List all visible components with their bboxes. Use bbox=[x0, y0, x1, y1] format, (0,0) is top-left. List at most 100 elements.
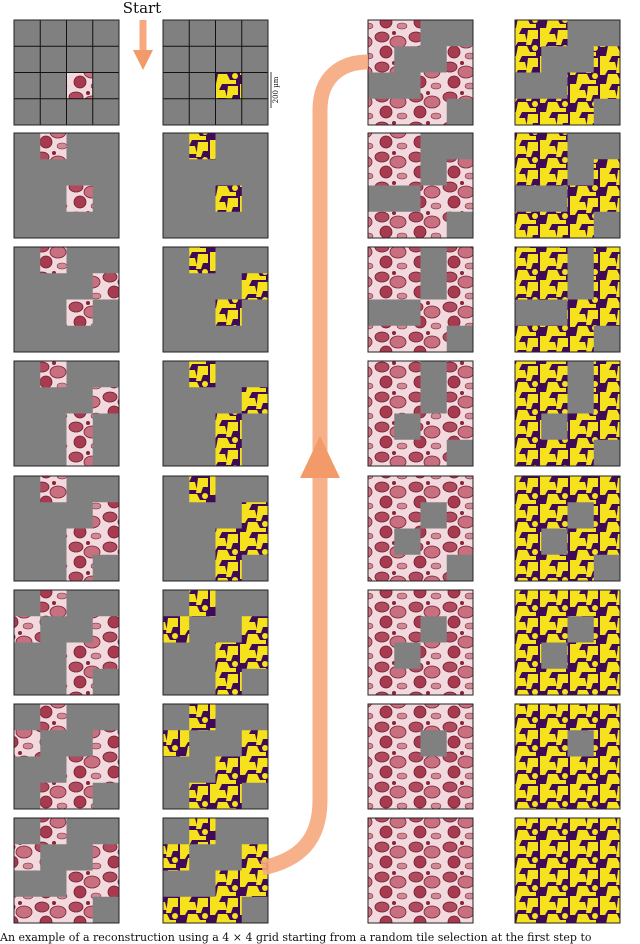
panel bbox=[367, 360, 474, 467]
hidden-tile bbox=[92, 782, 120, 810]
hidden-tile bbox=[241, 413, 269, 441]
hidden-tile bbox=[189, 844, 216, 871]
panel-border bbox=[13, 360, 120, 467]
revealed-tile bbox=[515, 476, 542, 503]
revealed-tile bbox=[567, 439, 595, 467]
hidden-tile bbox=[446, 439, 474, 467]
hidden-tile bbox=[541, 528, 568, 556]
hidden-tile bbox=[189, 273, 216, 300]
hidden-tile bbox=[567, 46, 595, 73]
revealed-tile bbox=[189, 896, 216, 924]
revealed-tile bbox=[241, 616, 269, 643]
hidden-tile bbox=[241, 818, 269, 845]
hidden-tile bbox=[40, 387, 67, 414]
revealed-tile bbox=[189, 704, 216, 731]
hidden-tile bbox=[163, 704, 190, 731]
revealed-tile bbox=[515, 439, 542, 467]
hidden-tile bbox=[40, 211, 67, 239]
hidden-tile bbox=[420, 387, 448, 414]
hidden-tile bbox=[189, 528, 216, 556]
hidden-tile bbox=[92, 159, 120, 186]
hidden-tile bbox=[40, 185, 67, 213]
revealed-tile bbox=[446, 413, 474, 441]
hidden-tile bbox=[189, 668, 216, 696]
revealed-tile bbox=[215, 299, 243, 327]
hidden-tile bbox=[14, 325, 41, 353]
revealed-tile bbox=[394, 98, 421, 126]
hidden-tile bbox=[163, 642, 190, 670]
revealed-tile bbox=[446, 590, 474, 617]
hidden-tile bbox=[66, 325, 94, 353]
hidden-tile bbox=[163, 299, 190, 327]
revealed-tile bbox=[541, 476, 568, 503]
revealed-tile bbox=[241, 502, 269, 529]
revealed-tile bbox=[446, 528, 474, 556]
revealed-tile bbox=[593, 361, 621, 388]
hidden-tile bbox=[593, 325, 621, 353]
revealed-tile bbox=[368, 211, 395, 239]
revealed-tile bbox=[567, 818, 595, 845]
revealed-tile bbox=[593, 46, 621, 73]
hidden-tile bbox=[40, 439, 67, 467]
revealed-tile bbox=[541, 870, 568, 898]
revealed-tile bbox=[241, 387, 269, 414]
revealed-tile bbox=[593, 704, 621, 731]
hidden-tile bbox=[92, 325, 120, 353]
revealed-tile bbox=[515, 46, 542, 73]
revealed-tile bbox=[394, 476, 421, 503]
revealed-tile bbox=[394, 704, 421, 731]
hidden-tile bbox=[40, 616, 67, 643]
panel-border bbox=[13, 703, 120, 810]
hidden-tile bbox=[14, 413, 41, 441]
hidden-tile bbox=[14, 273, 41, 300]
hidden-tile bbox=[567, 273, 595, 300]
revealed-tile bbox=[541, 782, 568, 810]
hidden-tile bbox=[66, 46, 94, 73]
panel-border bbox=[13, 475, 120, 582]
hidden-tile bbox=[40, 756, 67, 784]
hidden-tile bbox=[163, 325, 190, 353]
hidden-tile bbox=[215, 590, 243, 617]
panel bbox=[514, 360, 621, 467]
revealed-tile bbox=[446, 185, 474, 213]
hidden-tile bbox=[515, 299, 542, 327]
revealed-tile bbox=[215, 528, 243, 556]
revealed-tile bbox=[394, 247, 421, 274]
hidden-tile bbox=[66, 211, 94, 239]
hidden-tile bbox=[66, 476, 94, 503]
revealed-tile bbox=[66, 782, 94, 810]
hidden-tile bbox=[241, 668, 269, 696]
panel-border bbox=[162, 246, 269, 353]
panel bbox=[162, 246, 269, 353]
revealed-tile bbox=[567, 528, 595, 556]
panel-border bbox=[162, 132, 269, 239]
revealed-tile bbox=[368, 502, 395, 529]
panel bbox=[514, 19, 621, 126]
hidden-tile bbox=[14, 299, 41, 327]
panel bbox=[367, 589, 474, 696]
hidden-tile bbox=[40, 299, 67, 327]
panel-border bbox=[162, 703, 269, 810]
revealed-tile bbox=[515, 387, 542, 414]
revealed-tile bbox=[368, 325, 395, 353]
revealed-tile bbox=[420, 72, 448, 100]
revealed-tile bbox=[368, 844, 395, 871]
revealed-tile bbox=[189, 590, 216, 617]
hidden-tile bbox=[394, 185, 421, 213]
revealed-tile bbox=[163, 844, 190, 871]
panel-border bbox=[13, 19, 120, 126]
panel-border bbox=[514, 19, 621, 126]
panel-border bbox=[367, 703, 474, 810]
flow-arrow bbox=[260, 54, 369, 876]
revealed-tile bbox=[567, 299, 595, 327]
hidden-tile bbox=[189, 185, 216, 213]
revealed-tile bbox=[446, 361, 474, 388]
revealed-tile bbox=[394, 554, 421, 582]
hidden-tile bbox=[14, 439, 41, 467]
revealed-tile bbox=[394, 361, 421, 388]
hidden-tile bbox=[541, 72, 568, 100]
revealed-tile bbox=[567, 590, 595, 617]
revealed-tile bbox=[446, 247, 474, 274]
panel-border bbox=[514, 589, 621, 696]
panel bbox=[162, 589, 269, 696]
